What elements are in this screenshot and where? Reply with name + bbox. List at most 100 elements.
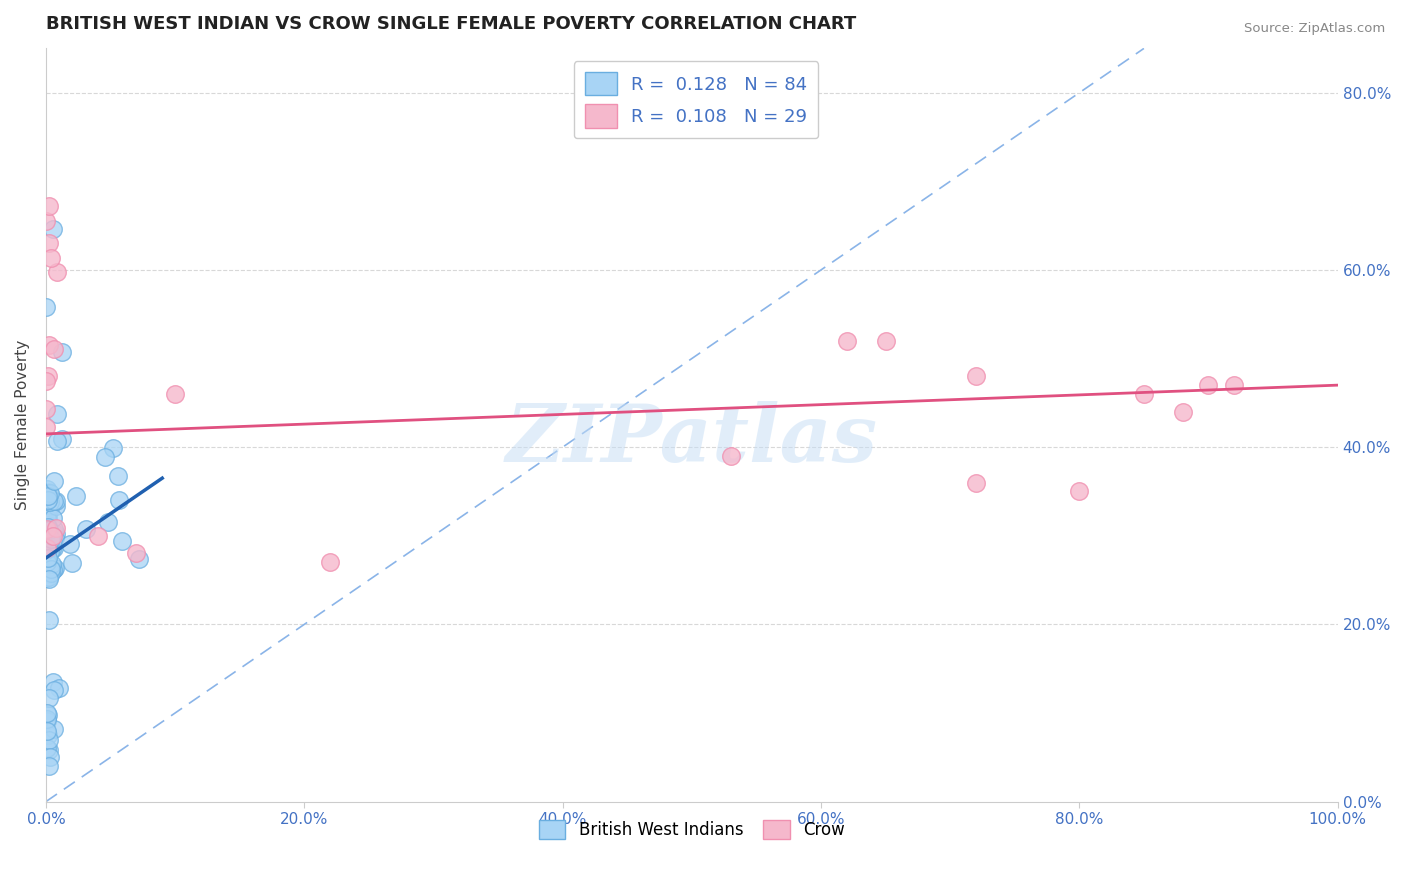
Text: Source: ZipAtlas.com: Source: ZipAtlas.com [1244,22,1385,36]
Point [35,488,58,502]
Point [107,469,129,483]
Point [35,374,58,388]
Point [44,541,66,555]
Point [128,552,150,566]
Point [37,542,59,557]
Point [35,550,58,565]
Point [45,265,67,279]
Point [41,566,63,580]
Point [37,714,59,729]
Point [42,674,65,689]
Point [37,741,59,756]
Point [835,334,858,348]
Point [37,706,59,720]
Point [37,549,59,563]
Point [35,214,58,228]
Text: ZIPatlas: ZIPatlas [506,401,877,479]
Point [319,555,342,569]
Point [42,529,65,543]
Point [38,484,60,499]
Point [45,520,67,534]
Point [94,450,117,464]
Point [59,536,82,550]
Point [38,485,60,500]
Point [44,474,66,488]
Point [65,490,87,504]
Point [37,518,59,533]
Point [875,334,897,348]
Point [37,493,59,508]
Point [45,434,67,448]
Point [35,566,58,580]
Point [41,562,63,576]
Point [42,511,65,525]
Y-axis label: Single Female Poverty: Single Female Poverty [15,340,30,510]
Point [44,723,66,737]
Point [39,251,62,265]
Point [38,541,60,556]
Point [125,546,148,560]
Point [35,486,58,500]
Point [39,545,62,559]
Point [35,300,58,314]
Point [86,529,108,543]
Point [37,532,59,546]
Point [45,500,67,514]
Point [720,449,742,463]
Point [75,522,97,536]
Point [35,541,58,555]
Point [60,556,83,570]
Point [37,489,59,503]
Point [48,681,70,695]
Point [44,532,66,546]
Point [45,527,67,541]
Point [35,555,58,569]
Point [42,342,65,356]
Point [35,522,58,536]
Point [42,524,65,539]
Point [35,571,58,585]
Point [51,432,73,446]
Point [965,369,987,384]
Point [1223,378,1246,392]
Point [1069,484,1091,499]
Point [39,533,62,547]
Point [38,503,60,517]
Point [39,566,62,581]
Point [41,542,63,557]
Point [37,728,59,742]
Legend: British West Indians, Crow: British West Indians, Crow [531,814,852,846]
Point [38,570,60,584]
Point [1198,378,1220,392]
Point [42,522,65,536]
Point [38,742,60,756]
Point [41,558,63,572]
Point [37,489,59,503]
Point [37,512,59,526]
Point [35,483,58,497]
Point [37,502,59,516]
Point [38,538,60,552]
Point [51,345,73,359]
Point [42,562,65,576]
Point [37,486,59,500]
Point [38,750,60,764]
Point [38,732,60,747]
Point [108,493,131,508]
Point [38,199,60,213]
Point [35,511,58,525]
Point [38,533,60,547]
Point [42,222,65,236]
Point [38,498,60,512]
Point [37,369,59,384]
Point [103,441,125,455]
Point [37,723,59,738]
Point [38,759,60,773]
Point [38,614,60,628]
Point [97,515,120,529]
Text: BRITISH WEST INDIAN VS CROW SINGLE FEMALE POVERTY CORRELATION CHART: BRITISH WEST INDIAN VS CROW SINGLE FEMAL… [46,15,856,33]
Point [39,498,62,512]
Point [37,520,59,534]
Point [37,511,59,525]
Point [42,563,65,577]
